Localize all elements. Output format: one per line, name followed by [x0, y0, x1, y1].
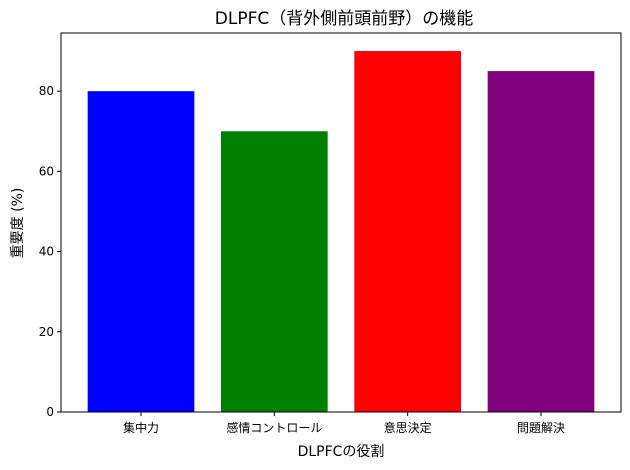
- bar-4: [487, 71, 595, 413]
- y-tick-label: 80: [39, 84, 54, 98]
- y-axis-label: 重要度 (%): [10, 188, 26, 259]
- x-tick-label: 感情コントロール: [226, 420, 322, 435]
- y-tick-label: 20: [39, 325, 54, 339]
- x-axis-label: DLPFCの役割: [298, 443, 385, 460]
- bar-1: [87, 91, 195, 412]
- y-tick-label: 40: [39, 245, 54, 259]
- x-tick-label: 集中力: [123, 420, 159, 435]
- plot-frame: [60, 32, 622, 413]
- y-tick-label: 0: [46, 405, 54, 419]
- x-tick-label: 問題解決: [517, 421, 565, 435]
- y-tick-label: 60: [39, 164, 54, 178]
- bar-2: [221, 131, 328, 412]
- chart-title: DLPFC（背外側前頭前野）の機能: [215, 9, 473, 29]
- x-tick-label: 意思決定: [384, 420, 432, 435]
- bar-3: [354, 51, 461, 413]
- plot-area: 集中力 感情コントロール 意思決定 問題解決 0 20 40 60 80: [39, 51, 595, 435]
